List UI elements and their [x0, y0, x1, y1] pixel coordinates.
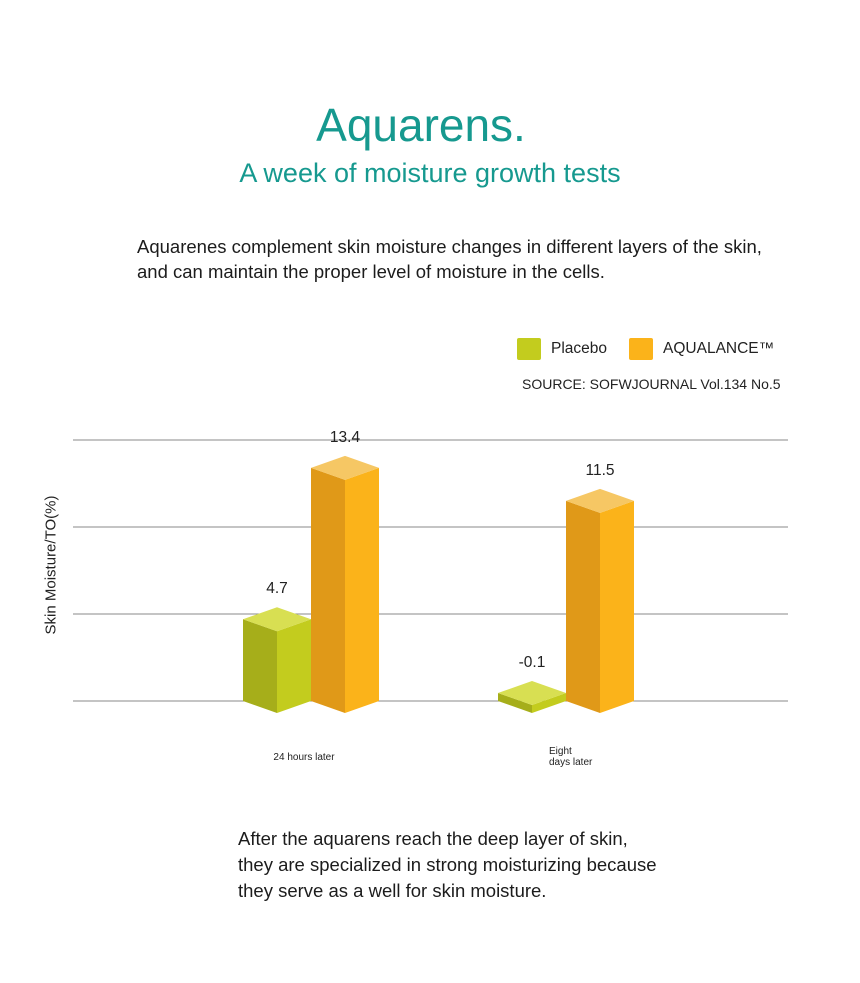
source-citation: SOURCE: SOFWJOURNAL Vol.134 No.5 — [522, 376, 781, 392]
x-tick-label-2: Eight days later — [549, 746, 593, 768]
bar-aqualance-1 — [311, 455, 379, 713]
legend-swatch-placebo — [517, 338, 541, 360]
legend-item-placebo: Placebo — [517, 338, 607, 360]
outro-paragraph: After the aquarens reach the deep layer … — [238, 828, 657, 901]
bar-placebo-2 — [498, 681, 566, 713]
bar-placebo-1-top-face — [243, 607, 311, 632]
bar-placebo-2-right-face — [532, 693, 566, 713]
x-tick-label-1: 24 hours later — [273, 752, 335, 763]
bar-aqualance-2-left-face — [566, 500, 600, 713]
legend-swatch-aqualance — [629, 338, 654, 360]
bar-aqualance-1-left-face — [311, 467, 345, 713]
intro-paragraph: Aquarenes complement skin moisture chang… — [137, 236, 762, 282]
bar-placebo-1 — [243, 607, 311, 713]
bar-placebo-1-left-face — [243, 619, 277, 713]
bar-placebo-1-right-face — [277, 619, 311, 713]
data-label-aqualance-1: 13.4 — [330, 429, 361, 446]
bar-aqualance-2-right-face — [600, 500, 634, 713]
legend-item-aqualance: AQUALANCE™ — [629, 338, 774, 360]
legend-label-aqualance: AQUALANCE™ — [663, 340, 775, 357]
bar-placebo-2-left-face — [498, 693, 532, 713]
chart-legend: Placebo AQUALANCE™ — [517, 338, 774, 360]
data-label-placebo-2: -0.1 — [519, 654, 546, 671]
data-label-aqualance-2: 11.5 — [585, 462, 614, 479]
page-title: Aquarens. — [316, 99, 526, 151]
bar-placebo-2-top-face — [498, 681, 566, 705]
data-label-placebo-1: 4.7 — [266, 580, 288, 597]
bar-aqualance-1-right-face — [345, 467, 379, 713]
moisture-bar-chart: 4.7 13.4 24 hours later -0.1 11.5 Eight days l… — [73, 429, 788, 768]
page-subtitle: A week of moisture growth tests — [239, 158, 621, 188]
bar-aqualance-2 — [566, 488, 634, 713]
legend-label-placebo: Placebo — [551, 340, 608, 357]
bar-aqualance-1-top-face — [311, 455, 379, 480]
